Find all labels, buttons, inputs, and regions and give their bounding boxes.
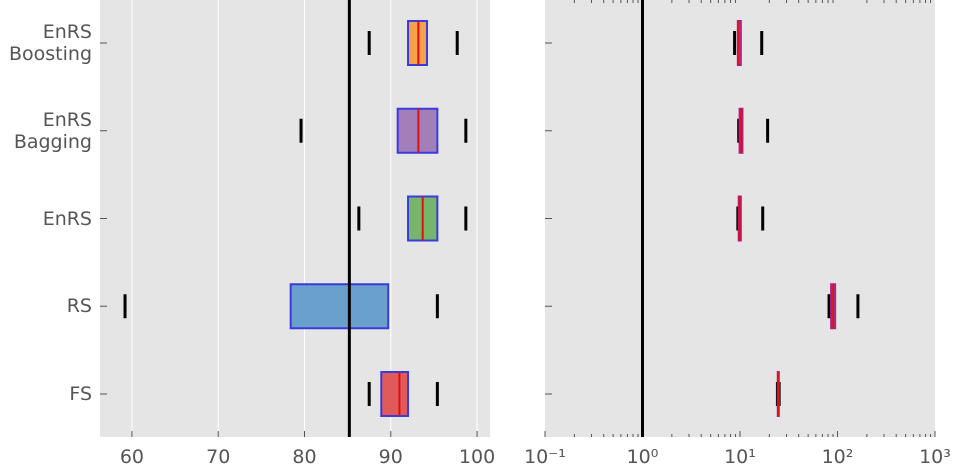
y-tick-label: RS (66, 295, 92, 318)
box (289, 283, 390, 330)
x-tick-label: 10⁰ (627, 446, 659, 468)
y-tick-label: EnRS Boosting (8, 21, 92, 65)
y-tick-label: EnRS Bagging (13, 108, 92, 153)
x-tick-label: 10³ (919, 446, 951, 468)
x-tick-label: 60 (120, 446, 144, 468)
x-tick-label: 90 (379, 446, 403, 468)
x-tick-label: 10² (822, 446, 854, 468)
x-tick-label: 10¹ (724, 446, 756, 468)
y-tick-label: EnRS (42, 207, 92, 230)
y-tick-label: FS (69, 383, 92, 405)
x-tick-label: 10⁻¹ (524, 446, 566, 468)
x-tick-label: 100 (459, 446, 495, 468)
x-tick-label: 70 (206, 446, 230, 468)
box (380, 371, 410, 417)
x-tick-label: 80 (292, 446, 316, 468)
